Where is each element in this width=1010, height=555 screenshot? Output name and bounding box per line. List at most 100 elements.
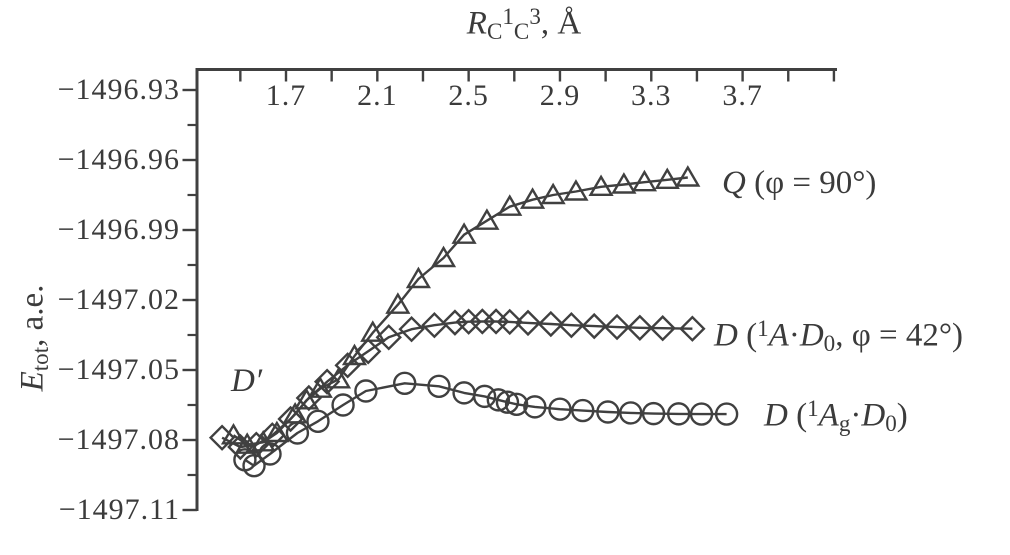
- text-segment: E: [14, 371, 51, 392]
- diamond-marker: [441, 309, 469, 336]
- diamond-marker: [295, 384, 323, 412]
- text-segment: , a.e.: [14, 284, 51, 347]
- diamond-marker: [313, 368, 341, 395]
- x-tick-label: 2.1: [357, 80, 398, 112]
- annotation-d-prime: D′: [231, 364, 262, 399]
- text-segment: C: [486, 17, 503, 44]
- circle-marker: [495, 390, 520, 414]
- diamond-marker: [208, 424, 236, 451]
- text-segment: ′: [254, 363, 263, 399]
- x-tick-label: 3.3: [631, 80, 672, 112]
- circle-marker: [523, 395, 547, 419]
- text-segment: g: [838, 409, 851, 436]
- text-segment: (: [787, 397, 808, 434]
- x-tick-label: 2.9: [540, 80, 581, 112]
- circle-marker: [354, 379, 378, 403]
- circle-marker: [504, 392, 529, 416]
- triangle-marker: [497, 194, 523, 216]
- triangle-marker: [631, 169, 658, 192]
- circle-marker: [571, 398, 595, 423]
- text-segment: R: [466, 5, 487, 42]
- circle-marker: [427, 374, 451, 399]
- circle-marker: [714, 402, 739, 426]
- series-label-d42: D (1A·D0, φ = 42°): [714, 316, 963, 355]
- text-segment: −1496.93: [57, 73, 180, 106]
- circle-marker: [641, 401, 666, 426]
- text-segment: (: [737, 317, 758, 354]
- y-tick-label: −1497.08: [8, 424, 180, 456]
- text-segment: 1: [502, 3, 514, 29]
- text-segment: Q: [722, 165, 746, 201]
- diamond-marker: [482, 308, 510, 335]
- triangle-marker: [675, 165, 701, 187]
- text-segment: 3.7: [722, 79, 763, 112]
- text-segment: 1.7: [265, 79, 307, 112]
- circle-marker: [285, 421, 310, 445]
- circle-marker: [258, 442, 282, 466]
- text-segment: 2.5: [448, 79, 489, 112]
- diamond-marker: [334, 352, 361, 379]
- circle-marker: [486, 388, 511, 412]
- text-segment: D: [799, 317, 824, 354]
- text-segment: 2.1: [357, 79, 398, 112]
- diamond-marker: [679, 315, 706, 342]
- circle-marker: [242, 453, 266, 478]
- diamond-marker: [649, 315, 676, 342]
- triangle-marker: [540, 182, 566, 205]
- diamond-marker: [455, 308, 482, 335]
- series-label-dg: D (1Ag·D0): [764, 396, 908, 435]
- diamond-marker: [375, 324, 402, 351]
- diamond-marker: [496, 308, 523, 336]
- x-axis-title: RC1C3, Å: [467, 4, 581, 43]
- text-segment: 0: [885, 409, 897, 436]
- x-tick-label: 2.5: [448, 80, 489, 112]
- text-segment: C: [513, 17, 530, 44]
- text-segment: tot: [26, 346, 53, 372]
- diamond-marker: [469, 308, 496, 335]
- text-segment: D: [861, 397, 886, 434]
- text-segment: −1497.02: [57, 283, 180, 316]
- x-tick-label: 1.7: [266, 80, 307, 112]
- text-segment: A: [818, 397, 839, 434]
- text-segment: D: [764, 397, 788, 434]
- text-segment: D: [231, 363, 255, 399]
- text-segment: −1497.08: [57, 423, 180, 456]
- triangle-marker: [519, 187, 546, 209]
- x-tick-label: 3.7: [722, 80, 763, 112]
- text-segment: (φ = 90°): [745, 165, 877, 201]
- text-segment: −1496.99: [57, 213, 180, 246]
- circle-marker: [331, 393, 355, 417]
- text-segment: , Å: [540, 5, 582, 42]
- triangle-marker: [405, 266, 432, 289]
- text-segment: ·: [788, 317, 800, 354]
- text-segment: D: [714, 317, 738, 354]
- triangle-marker: [563, 179, 589, 201]
- triangle-marker: [325, 366, 352, 389]
- y-tick-label: −1497.11: [8, 494, 180, 526]
- y-tick-label: −1496.96: [8, 144, 180, 176]
- text-segment: ): [896, 397, 908, 434]
- text-segment: 0: [823, 329, 836, 356]
- circle-marker: [306, 409, 330, 434]
- text-segment: 1: [757, 315, 769, 341]
- y-axis-title: Etot, a.e.: [14, 284, 53, 392]
- text-segment: −1497.11: [58, 493, 180, 526]
- circle-marker: [596, 400, 620, 424]
- diamond-marker: [398, 315, 425, 343]
- y-tick-label: −1497.02: [8, 284, 180, 316]
- text-segment: ·: [850, 397, 862, 434]
- triangle-marker: [474, 208, 500, 230]
- text-segment: 3.3: [631, 79, 672, 112]
- diamond-marker: [354, 338, 382, 365]
- series-line-d42: [221, 320, 693, 449]
- text-segment: A: [768, 317, 789, 354]
- text-segment: 2.9: [539, 79, 581, 112]
- circle-marker: [548, 397, 572, 421]
- y-tick-label: −1497.05: [8, 354, 180, 386]
- circle-marker: [472, 384, 497, 409]
- triangle-marker: [385, 292, 411, 314]
- triangle-marker: [360, 320, 386, 342]
- text-segment: 3: [529, 3, 541, 29]
- text-segment: , φ = 42°): [835, 317, 964, 354]
